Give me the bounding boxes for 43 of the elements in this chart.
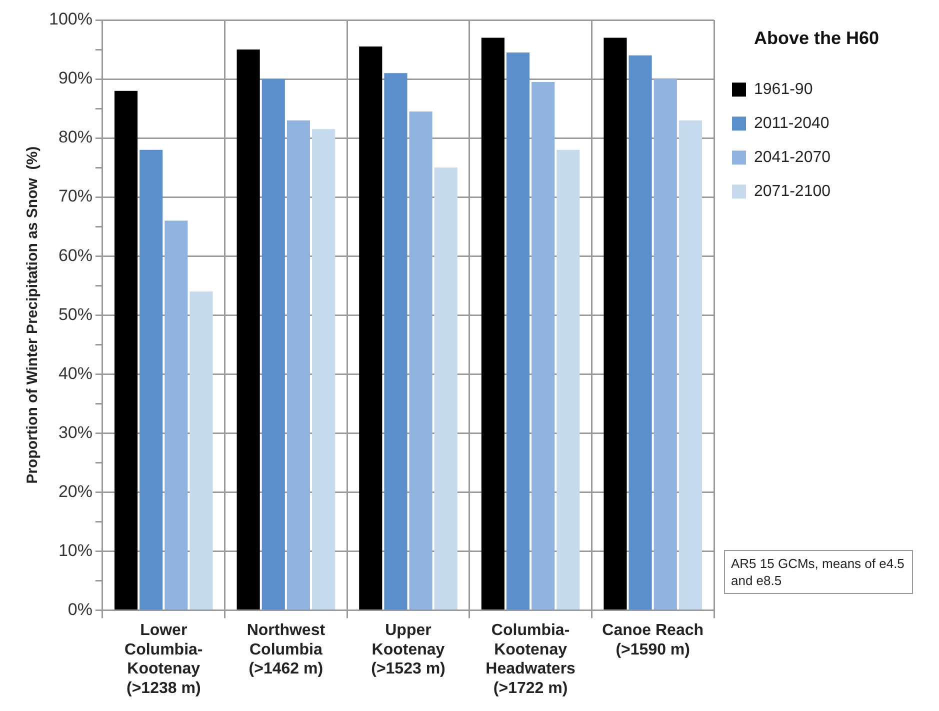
y-tick-label: 70% (58, 186, 92, 206)
y-tick-label: 40% (58, 364, 92, 383)
bar (384, 73, 408, 610)
legend-label: 2041-2070 (754, 149, 831, 166)
bar (114, 90, 138, 610)
y-tick-label: 30% (58, 422, 92, 442)
y-tick-label: 80% (58, 128, 92, 147)
bar (140, 150, 163, 610)
x-tick-label: Canoe Reach (>1590 m) (602, 622, 704, 658)
bar (628, 55, 652, 610)
bar (654, 79, 677, 610)
x-tick-label: Columbia- Kootenay Headwaters (>1722 m) (486, 622, 576, 697)
y-tick-label: 90% (58, 68, 92, 88)
text: AR5 15 GCMs, means of e4.5 and e8.5 (731, 555, 906, 590)
y-tick-label: 10% (58, 540, 92, 560)
y-tick-label: 20% (58, 482, 92, 501)
bar (262, 79, 285, 610)
y-tick-label: 50% (58, 304, 92, 324)
bar (532, 82, 555, 610)
legend-label: 2011-2040 (754, 115, 830, 132)
y-axis-title: Proportion of Winter Precipitation as Snow (%) (24, 146, 42, 484)
legend-title: Above the H60 (754, 28, 880, 48)
bar (190, 291, 213, 610)
bar (556, 150, 580, 610)
y-tick-label: 100% (48, 10, 92, 29)
x-tick-label: Lower Columbia- Kootenay (>1238 m) (124, 622, 203, 697)
bar (409, 111, 432, 610)
bar (359, 46, 382, 610)
bar (312, 129, 336, 610)
bar (678, 120, 702, 610)
legend-label: 2071-2100 (754, 183, 831, 200)
bar (434, 168, 458, 610)
y-tick-label: 0% (68, 600, 92, 619)
y-tick-label: 60% (58, 246, 92, 265)
legend-label: 1961-90 (754, 81, 813, 98)
x-tick-label: Upper Kootenay (>1523 m) (371, 622, 446, 678)
x-tick-label: Northwest Columbia (>1462 m) (246, 622, 326, 678)
bar (506, 52, 530, 610)
bar (236, 50, 260, 610)
bar (286, 120, 310, 610)
bar (164, 220, 188, 610)
bar (604, 38, 627, 610)
bar (481, 38, 504, 610)
